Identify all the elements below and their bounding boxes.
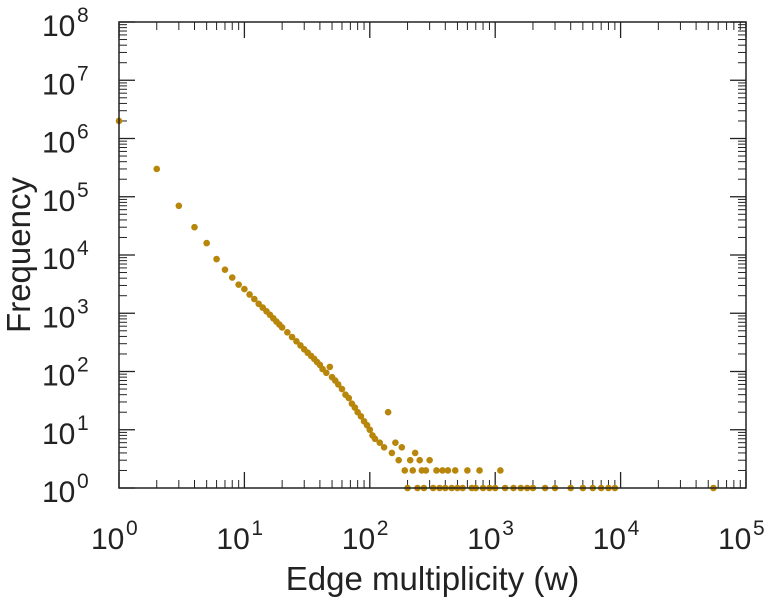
y-tick-label: 10 4 [42,237,89,276]
data-point [433,467,440,474]
data-point [284,329,291,336]
data-point [401,467,409,474]
tick-label-exponent: 5 [753,517,765,540]
tick-label-exponent: 5 [77,179,89,202]
data-point [406,456,414,464]
y-tick-label: 10 6 [42,121,89,160]
data-point [411,449,419,457]
data-point [203,239,210,247]
data-point [293,337,300,345]
data-point [175,202,183,210]
tick-label-exponent: 1 [77,412,89,435]
tick-label-base: 10 [216,523,249,556]
tick-label-base: 10 [91,523,124,556]
data-point [371,435,379,443]
data-point [398,443,406,451]
x-tick-label: 10 5 [718,517,765,556]
data-point [366,426,374,434]
x-tick-label: 10 1 [216,517,263,556]
tick-label-base: 10 [42,243,75,276]
data-point [251,295,258,303]
x-axis-label: Edge multiplicity (w) [286,560,579,597]
tick-label-exponent: 1 [251,517,263,540]
data-point [357,413,365,420]
y-tick-label: 10 0 [42,470,89,509]
data-point [388,449,396,457]
y-axis-label: Frequency [0,177,37,333]
data-point [476,467,483,474]
data-point [395,456,402,464]
data-point [241,285,248,293]
y-tick-label: 10 7 [42,62,89,101]
data-point [380,443,388,451]
tick-label-exponent: 0 [126,517,138,540]
x-tick-label: 10 3 [467,517,514,556]
y-tick-label: 10 2 [42,354,89,393]
data-point [246,291,253,298]
x-tick-label: 10 4 [593,517,640,556]
tick-label-exponent: 8 [77,4,89,27]
y-tick-label: 10 1 [42,412,89,451]
data-point [278,324,286,331]
data-point [323,369,330,377]
data-point [384,408,392,416]
data-point [444,467,452,474]
tick-label-exponent: 2 [77,354,89,377]
tick-label-base: 10 [42,360,75,393]
tick-label-base: 10 [593,523,626,556]
tick-labels: 10 0 10 1 10 2 10 3 10 4 10 510 010 110 210 310 410 510 61… [42,4,765,556]
plot-frame [118,21,747,489]
tick-label-base: 10 [42,185,75,218]
data-point [376,439,384,446]
data-point [392,439,399,446]
data-point [221,266,229,273]
tick-label-exponent: 3 [77,295,89,318]
y-tick-label: 10 3 [42,295,89,334]
data-point [422,467,430,474]
tick-label-exponent: 4 [77,237,89,260]
tick-label-base: 10 [718,523,751,556]
tick-label-base: 10 [42,476,75,509]
tick-label-base: 10 [42,418,75,451]
data-point [409,467,417,474]
data-point [288,333,296,341]
tick-label-base: 10 [342,523,375,556]
data-point [338,385,346,393]
tick-label-exponent: 3 [502,517,514,540]
tick-label-exponent: 4 [628,517,640,540]
data-point [464,467,471,474]
tick-label-base: 10 [42,127,75,160]
data-point [213,255,220,263]
data-point [228,274,236,281]
tick-label-exponent: 0 [77,470,89,493]
data-point [334,381,342,388]
tick-marks [118,21,747,489]
y-tick-label: 10 5 [42,179,89,218]
data-point [326,363,334,371]
tick-label-exponent: 6 [77,121,89,144]
tick-label-base: 10 [42,301,75,334]
data-point [439,467,446,474]
data-point [426,456,433,464]
x-tick-label: 10 2 [342,517,389,556]
tick-label-base: 10 [42,10,75,43]
tick-label-exponent: 2 [377,517,389,540]
data-point [416,456,424,464]
data-point [345,394,353,402]
data-point [153,165,161,173]
data-point [191,223,198,231]
tick-label-base: 10 [467,523,500,556]
data-point [497,467,504,474]
tick-label-base: 10 [42,68,75,101]
data-points [115,117,717,492]
tick-label-exponent: 7 [77,62,89,85]
data-point [235,281,242,288]
x-tick-label: 10 0 [91,517,138,556]
y-tick-label: 10 8 [42,4,89,43]
data-point [451,467,459,474]
